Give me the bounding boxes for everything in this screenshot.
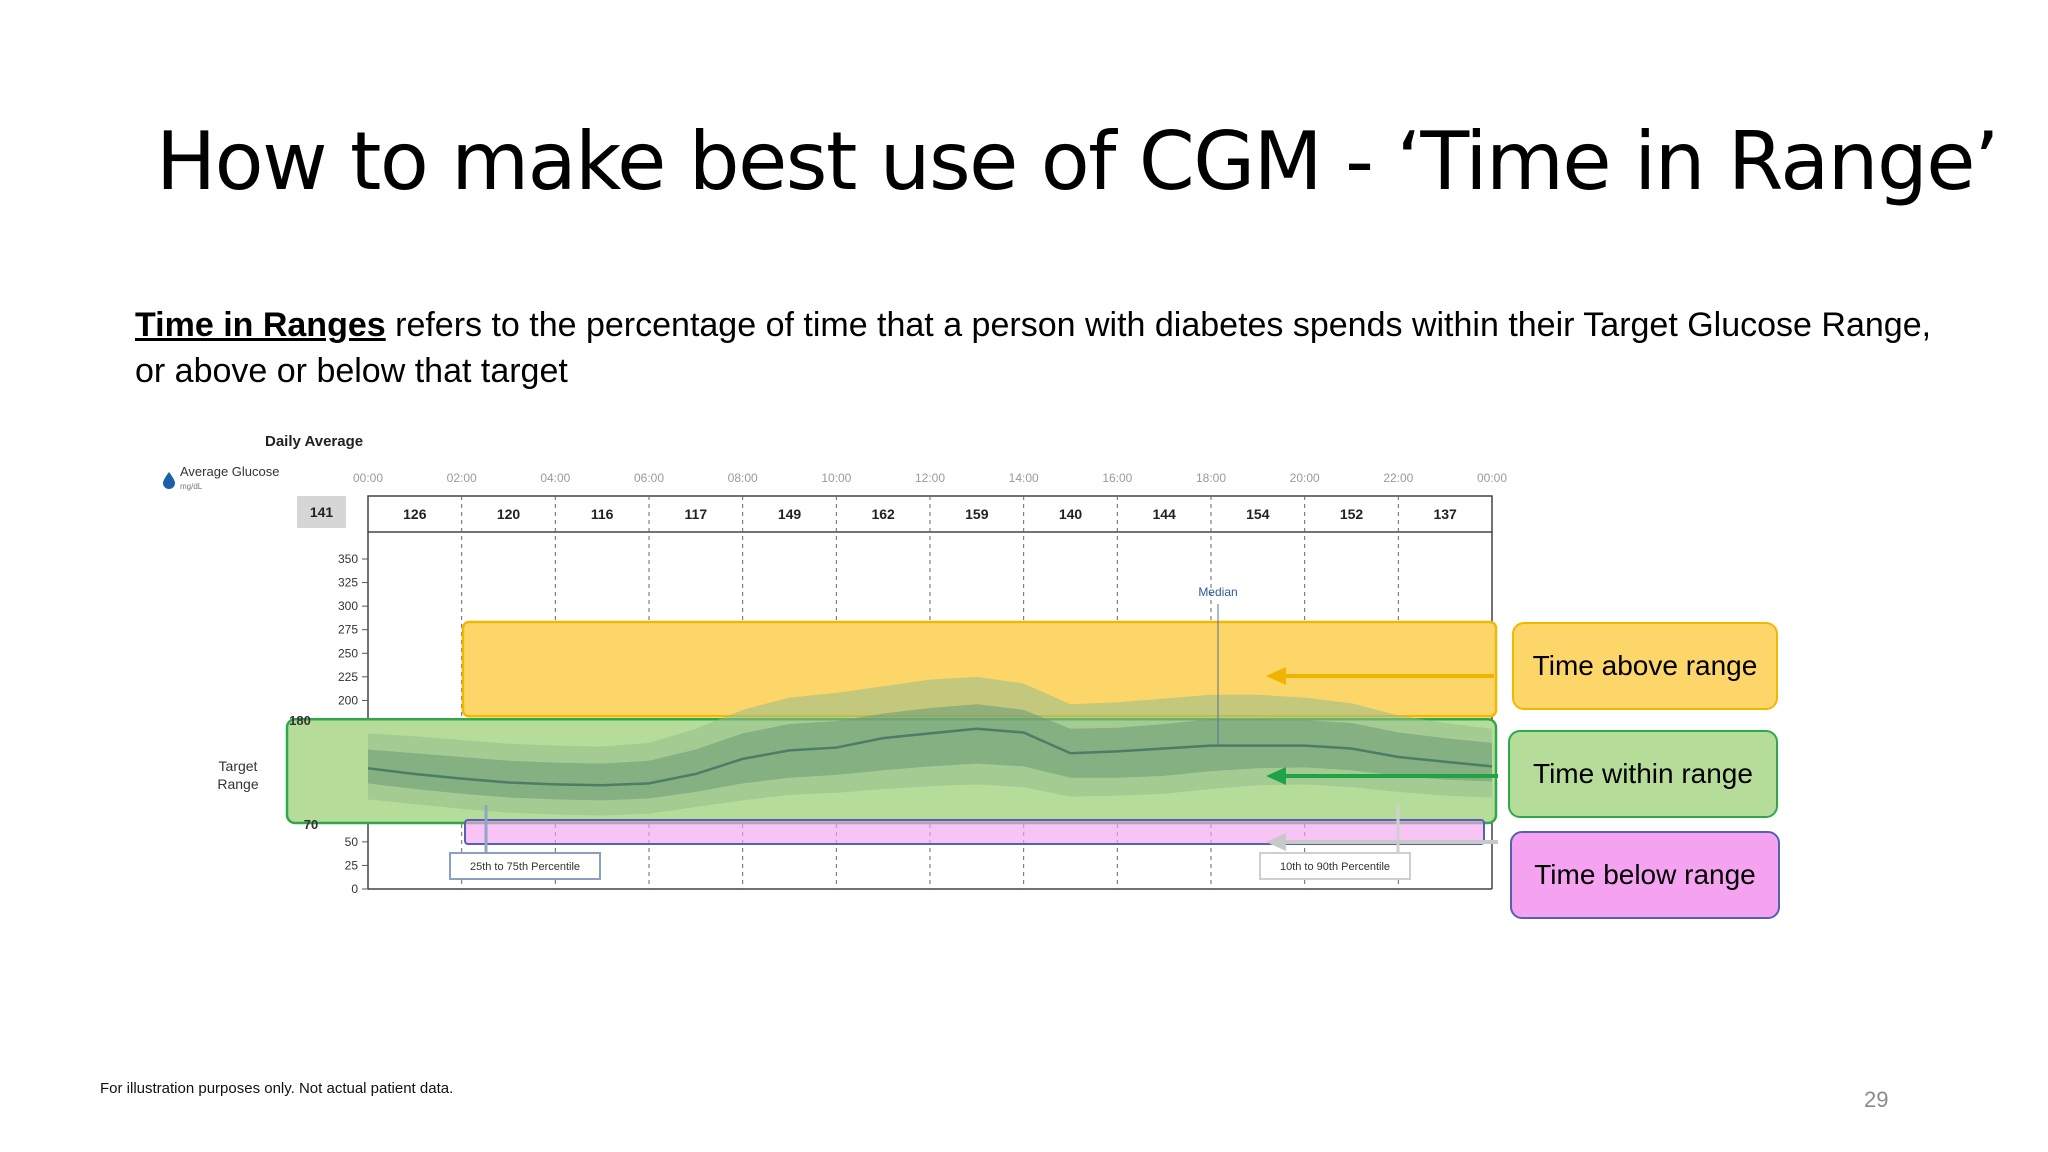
average-glucose-unit: mg/dL [180, 482, 203, 491]
y-tick-label: 225 [338, 670, 358, 684]
y-tick-label: 0 [351, 882, 358, 896]
time-tick-label: 08:00 [728, 471, 758, 485]
footnote: For illustration purposes only. Not actu… [100, 1080, 454, 1097]
time-tick-label: 00:00 [1477, 471, 1507, 485]
band-25-75-percentile [368, 704, 1492, 801]
time-tick-label: 10:00 [821, 471, 851, 485]
period-average-value: 126 [403, 506, 427, 522]
time-tick-label: 20:00 [1290, 471, 1320, 485]
callout-time-within-range: Time within range [1508, 730, 1778, 818]
period-average-value: 117 [685, 506, 708, 522]
y-tick-label: 200 [338, 693, 358, 707]
definition-term: Time in Ranges [135, 306, 386, 344]
time-tick-label: 18:00 [1196, 471, 1226, 485]
slide-title: How to make best use of CGM - ‘Time in R… [156, 115, 1999, 208]
y-tick-label: 350 [338, 552, 358, 566]
legend-outer-box [1259, 852, 1411, 880]
period-average-value: 154 [1246, 506, 1270, 522]
legend-inner-box [449, 852, 601, 880]
chart-title: Daily Average [265, 433, 363, 450]
period-average-value: 149 [778, 506, 802, 522]
y-tick-label: 50 [345, 835, 359, 849]
overall-average-value: 141 [310, 504, 334, 520]
definition-body: refers to the percentage of time that a … [135, 306, 1932, 390]
legend-outer-label: 10th to 90th Percentile [1280, 861, 1390, 873]
average-glucose-label: Average Glucose [180, 464, 280, 479]
definition-text: Time in Ranges refers to the percentage … [135, 302, 1955, 394]
time-tick-label: 16:00 [1102, 471, 1132, 485]
time-tick-label: 04:00 [540, 471, 570, 485]
arrow-within-range-head [1266, 767, 1286, 785]
callout-time-below-range: Time below range [1510, 831, 1780, 919]
median-label: Median [1198, 585, 1237, 599]
time-tick-label: 06:00 [634, 471, 664, 485]
target-low-label: 70 [304, 817, 318, 832]
drop-icon [163, 472, 175, 489]
period-average-value: 162 [871, 506, 895, 522]
time-tick-label: 00:00 [353, 471, 383, 485]
time-tick-label: 02:00 [447, 471, 477, 485]
callout-time-above-range: Time above range [1512, 622, 1778, 710]
target-range-label: Target [219, 758, 258, 774]
time-tick-label: 22:00 [1383, 471, 1413, 485]
y-tick-label: 300 [338, 599, 358, 613]
period-average-value: 116 [591, 506, 614, 522]
period-average-value: 144 [1152, 506, 1176, 522]
median-line [367, 727, 1493, 787]
period-average-value: 159 [965, 506, 989, 522]
arrow-below-range-head [1266, 833, 1286, 851]
overall-average-box [297, 496, 346, 528]
y-tick-label: 325 [338, 576, 358, 590]
period-average-value: 137 [1433, 506, 1457, 522]
legend-inner-label: 25th to 75th Percentile [470, 861, 580, 873]
target-high-label: 180 [289, 713, 311, 728]
y-tick-label: 25 [345, 858, 359, 872]
below-range-highlight [464, 819, 1485, 845]
y-tick-label: 275 [338, 623, 358, 637]
period-average-value: 140 [1059, 506, 1083, 522]
arrow-above-range-head [1266, 667, 1286, 685]
time-tick-label: 14:00 [1009, 471, 1039, 485]
time-tick-label: 12:00 [915, 471, 945, 485]
y-tick-label: 250 [338, 646, 358, 660]
page-number: 29 [1864, 1087, 1889, 1112]
target-range-label: Range [217, 776, 258, 792]
period-average-value: 152 [1340, 506, 1364, 522]
period-average-value: 120 [497, 506, 521, 522]
